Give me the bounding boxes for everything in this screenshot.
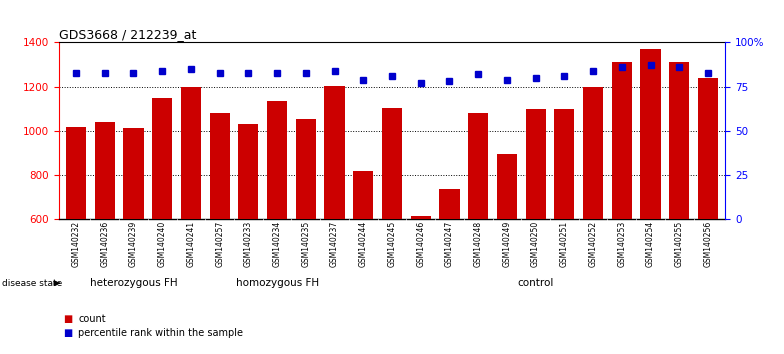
Bar [670,62,689,219]
Text: GSM140256: GSM140256 [703,221,713,267]
Bar [296,119,316,219]
Text: GSM140235: GSM140235 [301,221,310,267]
Text: disease state: disease state [2,279,62,288]
Text: GSM140244: GSM140244 [359,221,368,267]
Text: percentile rank within the sample: percentile rank within the sample [78,328,243,338]
Text: GSM140249: GSM140249 [503,221,511,267]
Bar [698,78,718,219]
Bar [554,109,575,219]
Text: GSM140232: GSM140232 [71,221,81,267]
Text: ■: ■ [63,328,72,338]
Text: GSM140241: GSM140241 [187,221,195,267]
Bar [123,128,143,219]
Bar [497,154,517,219]
Bar [66,127,86,219]
Bar [382,108,402,219]
Text: GSM140250: GSM140250 [531,221,540,267]
Text: GSM140240: GSM140240 [158,221,167,267]
Text: GSM140253: GSM140253 [617,221,626,267]
Text: homozygous FH: homozygous FH [235,278,318,288]
Bar [95,122,114,219]
Text: GSM140236: GSM140236 [100,221,109,267]
Bar [267,101,287,219]
Text: GSM140255: GSM140255 [675,221,684,267]
Bar [439,188,459,219]
Bar [641,49,661,219]
Bar [411,216,430,219]
Bar [468,113,488,219]
Text: GSM140252: GSM140252 [589,221,597,267]
Text: GSM140251: GSM140251 [560,221,569,267]
Bar [525,109,546,219]
Text: GSM140254: GSM140254 [646,221,655,267]
Bar [354,171,373,219]
Bar [238,124,259,219]
Text: GSM140233: GSM140233 [244,221,253,267]
Text: GSM140237: GSM140237 [330,221,339,267]
Bar [325,86,345,219]
Text: GSM140234: GSM140234 [273,221,281,267]
Bar [181,87,201,219]
Text: GSM140246: GSM140246 [416,221,425,267]
Text: count: count [78,314,106,324]
Text: GSM140248: GSM140248 [474,221,483,267]
Text: GDS3668 / 212239_at: GDS3668 / 212239_at [59,28,196,41]
Text: control: control [517,278,554,288]
Bar [583,87,603,219]
Text: GSM140245: GSM140245 [387,221,397,267]
Bar [612,62,632,219]
Bar [152,98,172,219]
Text: GSM140257: GSM140257 [215,221,224,267]
Text: ■: ■ [63,314,72,324]
Text: GSM140247: GSM140247 [445,221,454,267]
Bar [209,113,230,219]
Text: GSM140239: GSM140239 [129,221,138,267]
Text: heterozygous FH: heterozygous FH [89,278,177,288]
